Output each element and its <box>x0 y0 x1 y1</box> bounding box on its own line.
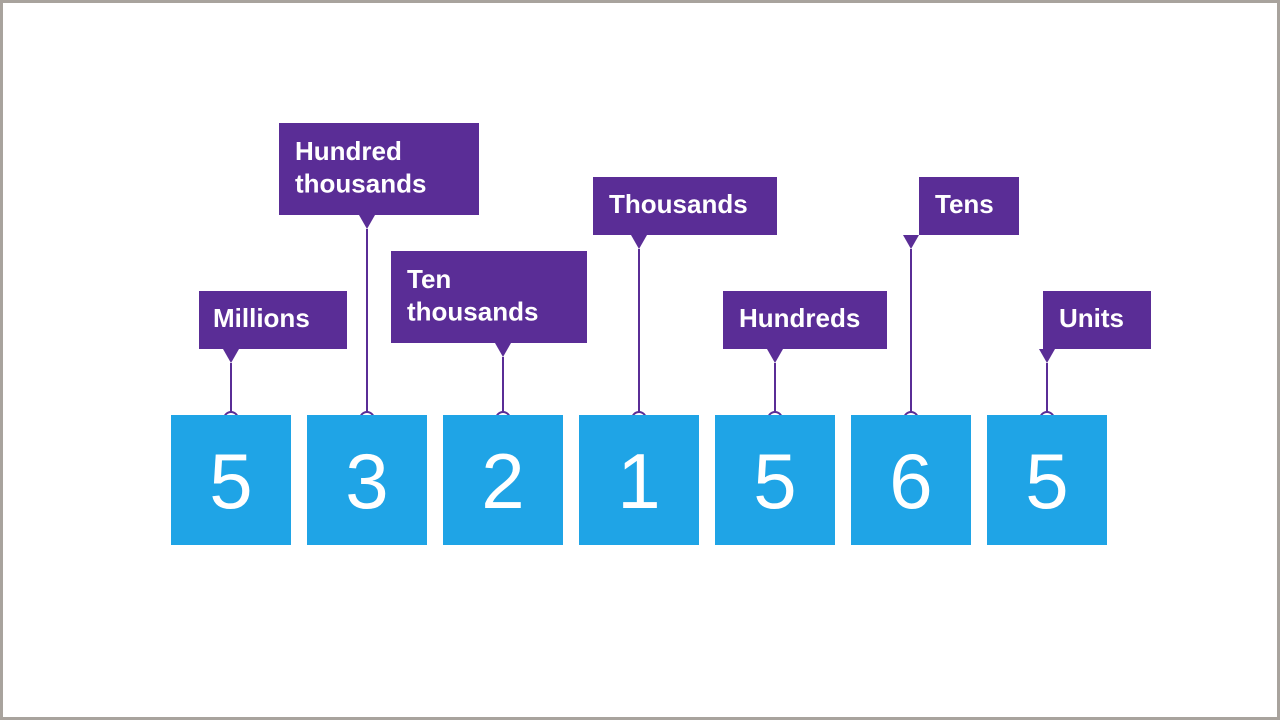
place-label-text: Hundreds <box>739 303 860 333</box>
digit-text: 5 <box>753 437 796 525</box>
digit-text: 5 <box>1025 437 1068 525</box>
place-value-diagram: Millions5Hundredthousands3Tenthousands2T… <box>3 3 1277 717</box>
label-pointer <box>631 235 647 249</box>
label-pointer <box>223 349 239 363</box>
place-label-text: Hundred <box>295 136 402 166</box>
place-label-text: Thousands <box>609 189 748 219</box>
place-label-text: thousands <box>295 168 426 198</box>
place-label-text: Ten <box>407 264 451 294</box>
place-label-text: Units <box>1059 303 1124 333</box>
label-pointer <box>495 343 511 357</box>
label-pointer <box>359 215 375 229</box>
label-pointer <box>1039 349 1055 363</box>
digit-text: 1 <box>617 437 660 525</box>
digit-text: 2 <box>481 437 524 525</box>
place-label-text: thousands <box>407 296 538 326</box>
digit-text: 5 <box>209 437 252 525</box>
label-pointer <box>767 349 783 363</box>
digit-text: 3 <box>345 437 388 525</box>
label-pointer <box>903 235 919 249</box>
diagram-frame: Millions5Hundredthousands3Tenthousands2T… <box>3 3 1277 717</box>
digit-text: 6 <box>889 437 932 525</box>
place-label-text: Tens <box>935 189 994 219</box>
place-label-text: Millions <box>213 303 310 333</box>
